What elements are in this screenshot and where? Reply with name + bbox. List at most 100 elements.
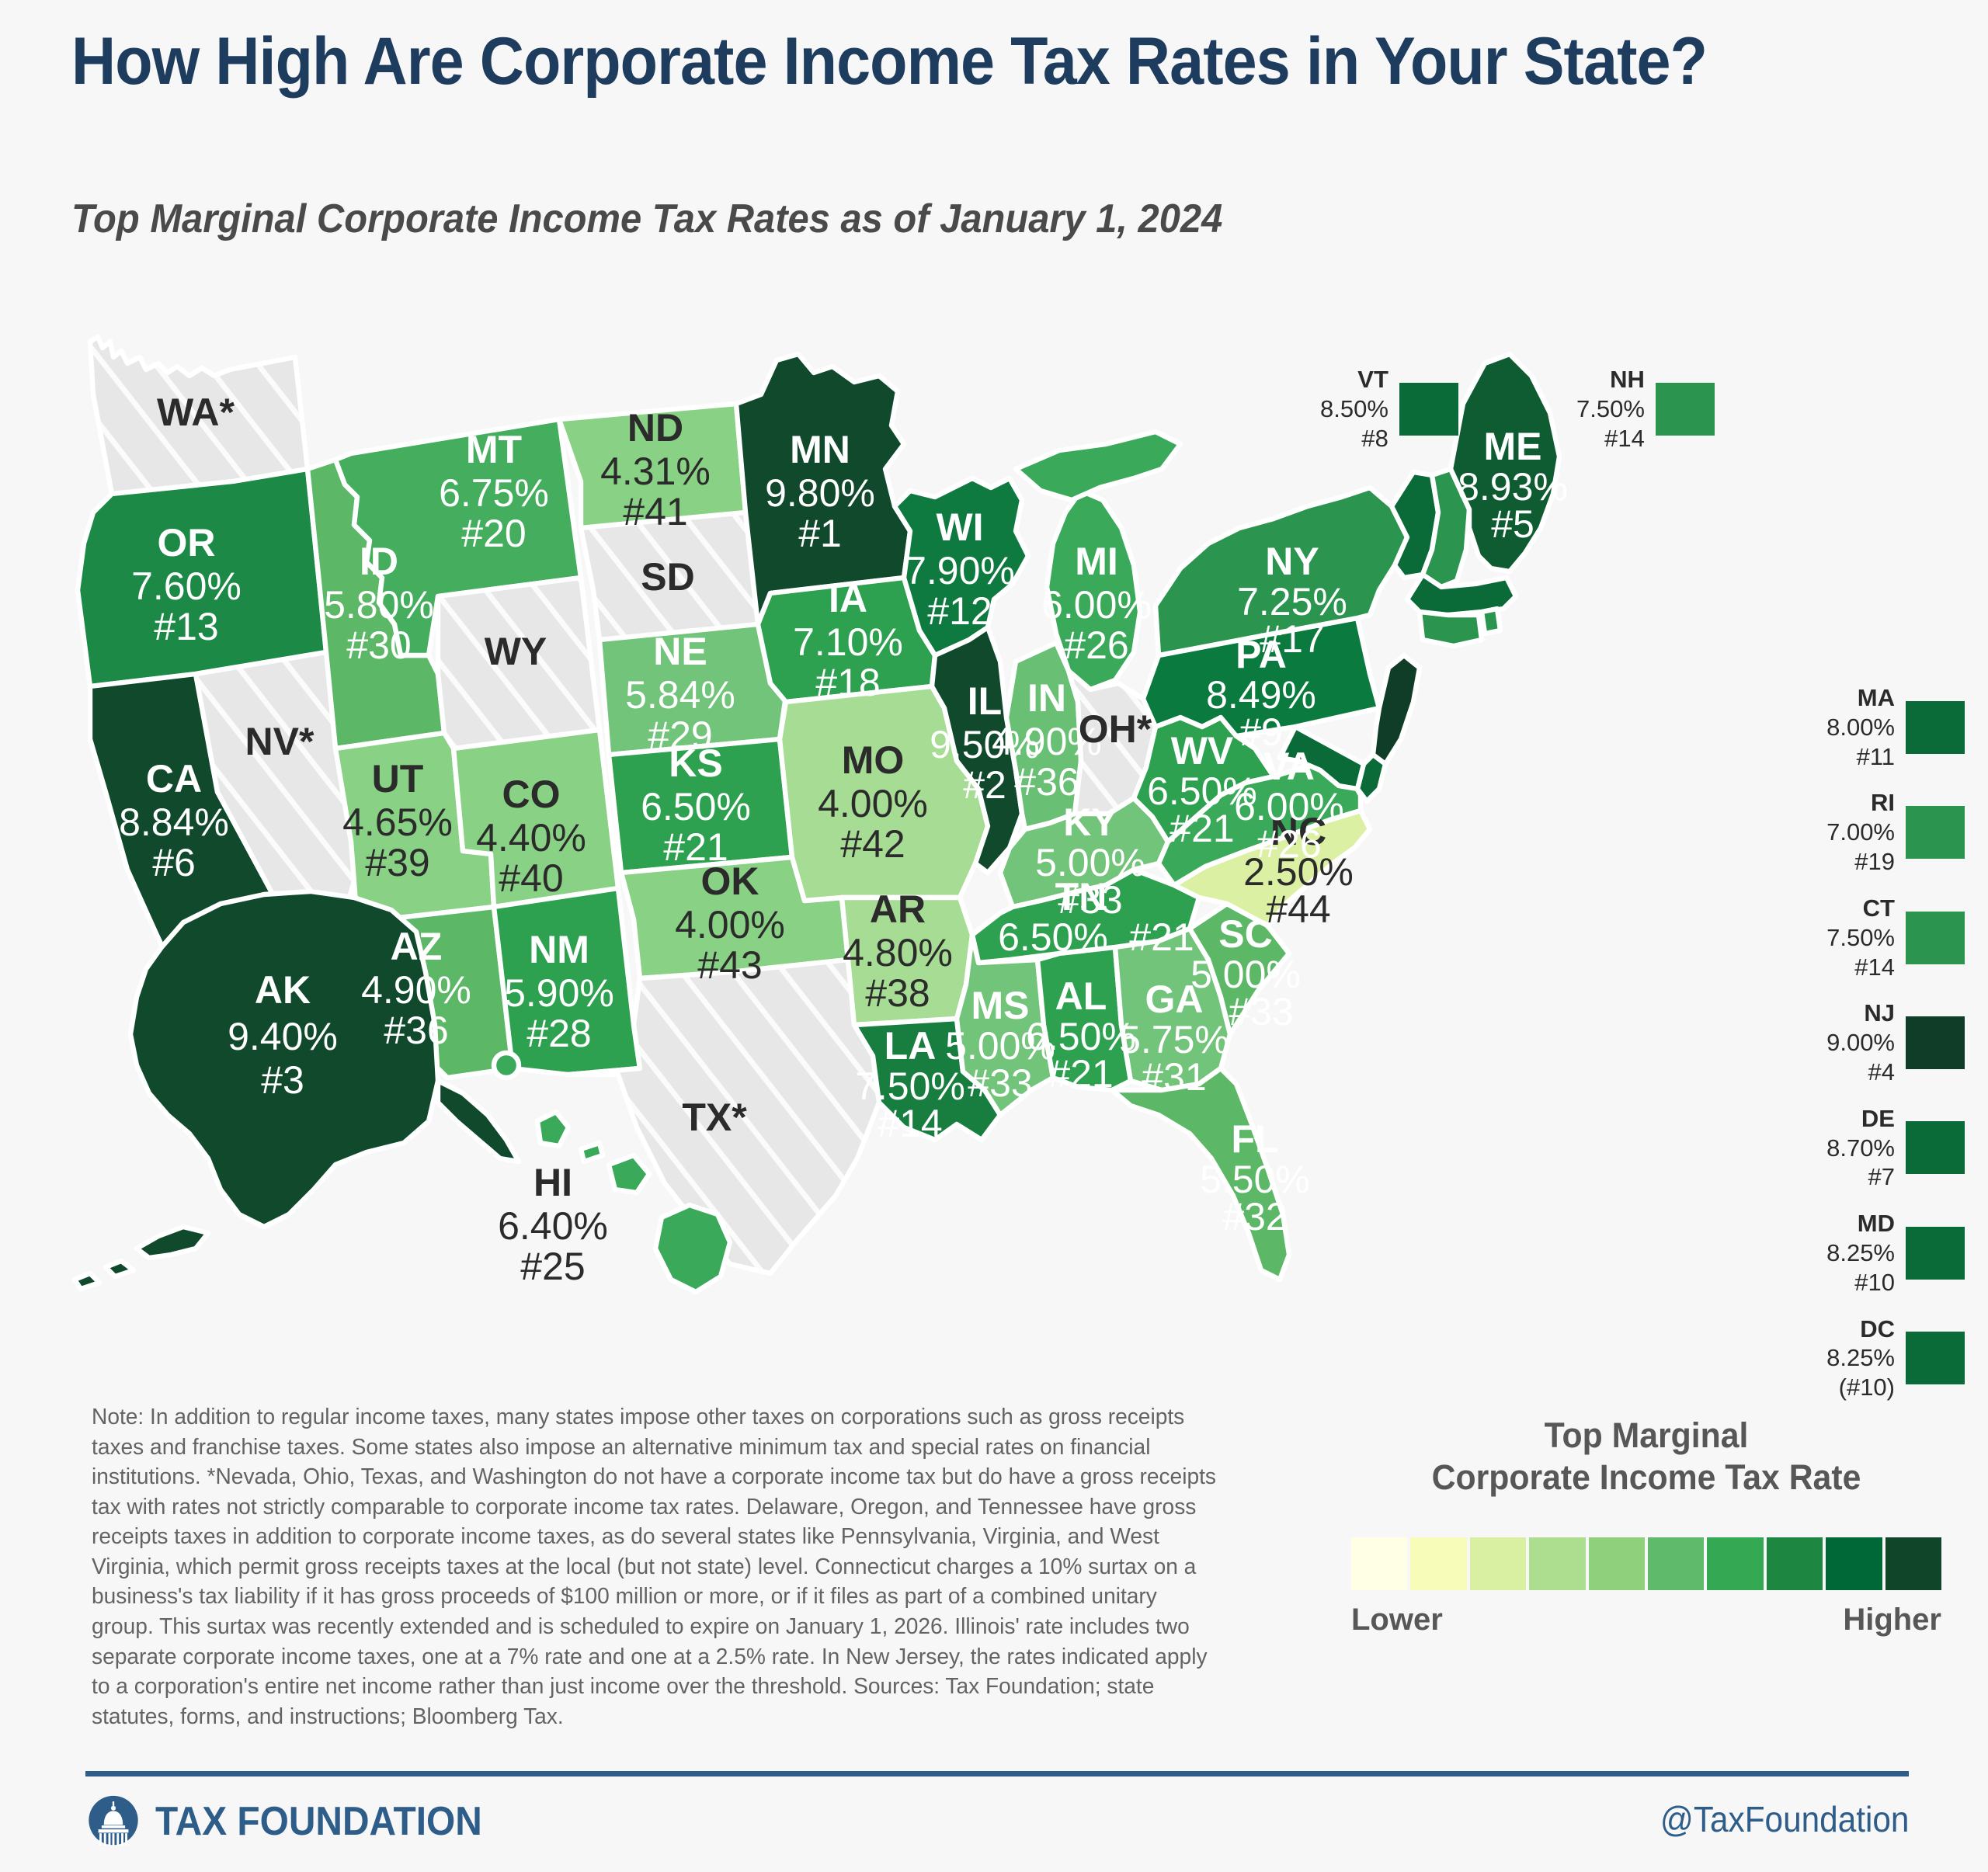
map-label-AZ-rate: 4.90% [361,968,471,1012]
map-label-ND-abbr: ND [627,406,683,450]
social-handle[interactable]: @TaxFoundation [1660,1799,1909,1839]
map-label-MN-abbr: MN [790,428,850,471]
inset-legend-vt: VT 8.50% #8 [1320,365,1458,453]
inset-de-rate: 8.70% [1826,1134,1895,1162]
inset-ri-rate: 7.00% [1826,818,1895,846]
map-label-KY-rate: 5.00% [1035,841,1145,884]
inset-nh-rank: #14 [1604,424,1645,452]
map-label-AL-rate: 6.50% [1026,1015,1136,1058]
map-label-LA-rate: 7.50% [855,1065,965,1108]
scale-swatch-3 [1469,1537,1527,1590]
map-label-WV-rank: #21 [1170,807,1234,850]
map-label-WI-abbr: WI [936,505,983,549]
inset-legend-nh: NH 7.50% #14 [1576,365,1715,453]
map-label-IA-rank: #18 [815,661,880,704]
inset-nj-abbr: NJ [1864,999,1895,1027]
inset-ct-swatch [1906,911,1965,964]
map-label-AK-abbr: AK [255,968,311,1012]
map-label-TN-rate: 6.50% [998,915,1108,959]
inset-dc-abbr: DC [1860,1315,1895,1342]
map-label-UT-abbr: UT [372,757,424,801]
map-label-LA-abbr: LA [885,1024,937,1068]
inset-de-swatch [1906,1121,1965,1175]
map-label-PA-abbr: PA [1236,633,1287,676]
map-label-NY-abbr: NY [1265,540,1319,583]
state-HI [491,1050,733,1295]
map-label-MN-rate: 9.80% [765,471,875,515]
inset-nh-abbr: NH [1610,366,1645,393]
map-label-SD-abbr: SD [641,555,694,599]
map-label-ME-rank: #5 [1491,502,1534,546]
scale-swatch-7 [1707,1537,1764,1590]
brand-wordmark: TAX FOUNDATION [155,1799,482,1844]
map-label-MI-rate: 6.00% [1041,583,1152,627]
map-label-HI-rank: #25 [520,1245,585,1288]
map-label-OK-rank: #43 [697,943,762,987]
state-shapes [71,334,1562,1295]
map-label-NM-abbr: NM [529,928,589,971]
map-label-CA-abbr: CA [146,757,202,801]
map-label-GA-rate: 5.75% [1119,1018,1229,1061]
scale-swatch-2 [1410,1537,1467,1590]
map-label-FL-rank: #32 [1222,1195,1287,1238]
capitol-dome-icon [89,1795,138,1846]
state-MT [332,416,584,658]
map-label-NE-rate: 5.84% [625,673,735,717]
map-label-MI-rank: #26 [1064,623,1128,667]
map-label-IN-abbr: IN [1027,676,1066,720]
inset-ct-abbr: CT [1862,894,1895,922]
inset-md-rate: 8.25% [1826,1239,1895,1266]
map-label-SC-rank: #33 [1229,990,1293,1033]
inset-vt-swatch [1399,382,1458,436]
state-MI-up [1013,429,1183,503]
inset-vt-rank: #8 [1361,424,1388,452]
map-label-OK-abbr: OK [701,860,759,903]
map-label-UT-rank: #39 [365,841,429,884]
map-label-IA-rate: 7.10% [793,620,903,664]
state-AK [127,888,441,1230]
us-choropleth-map: WA* OR 7.60% #13 CA 8.84% #6 NV* ID 5.80… [47,295,1771,1382]
map-label-CA-rank: #6 [152,841,196,884]
map-label-WI-rate: 7.90% [905,549,1015,592]
inset-legend-nj: NJ 9.00% #4 [1771,999,1965,1086]
map-label-SC-abbr: SC [1218,912,1272,956]
inset-de-rank: #7 [1868,1163,1895,1191]
scale-swatch-1 [1351,1537,1408,1590]
tax-foundation-logo[interactable]: TAX FOUNDATION [85,1794,510,1849]
map-label-HI-abbr: HI [533,1161,572,1204]
inset-vt-abbr: VT [1357,366,1388,393]
inset-ct-rank: #14 [1854,953,1895,981]
map-label-ND-rate: 4.31% [600,450,711,493]
map-label-GA-rank: #31 [1142,1055,1206,1099]
note-text: Note: In addition to regular income taxe… [92,1405,1216,1700]
scale-label-higher: Higher [1843,1603,1941,1637]
map-label-PA-rate: 8.49% [1206,673,1316,717]
inset-md-rank: #10 [1854,1268,1895,1296]
inset-dc-rate: 8.25% [1826,1344,1895,1372]
map-label-TX-abbr: TX* [682,1096,747,1139]
map-label-AL-abbr: AL [1055,974,1107,1018]
state-CT [1416,609,1485,649]
map-label-CA-rate: 8.84% [119,801,229,844]
page-subtitle: Top Marginal Corporate Income Tax Rates … [71,196,1223,241]
inset-md-abbr: MD [1857,1210,1895,1238]
state-ME [1448,351,1562,575]
map-label-IN-rate: 4.90% [992,720,1102,763]
scale-swatch-row [1351,1537,1942,1590]
inset-legend-md: MD 8.25% #10 [1771,1209,1965,1297]
inset-ri-abbr: RI [1871,789,1895,817]
map-label-HI-rate: 6.40% [498,1204,608,1248]
map-label-ME-abbr: ME [1484,425,1542,468]
map-label-MT-rank: #20 [461,512,526,555]
map-label-IL-rate: 9.50% [930,723,1040,766]
map-label-OR-rate: 7.60% [131,564,242,608]
map-label-AK-rate: 9.40% [228,1015,338,1058]
inset-ri-swatch [1906,806,1965,860]
map-label-NE-abbr: NE [653,630,707,673]
map-label-VA-rank: #26 [1256,822,1321,866]
map-label-IA-abbr: IA [829,577,867,620]
map-label-NC-abbr: NC [1270,810,1326,853]
map-label-NC-rank: #44 [1266,887,1330,931]
inset-md-swatch [1906,1226,1965,1280]
map-svg: WA* OR 7.60% #13 CA 8.84% #6 NV* ID 5.80… [71,334,1568,1295]
